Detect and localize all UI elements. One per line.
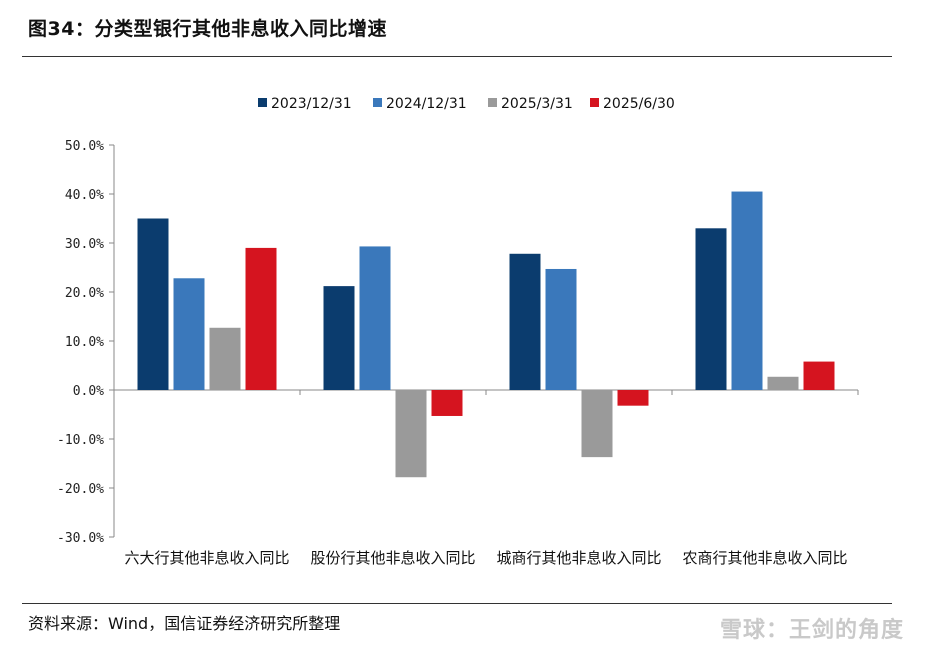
- legend-label: 2023/12/31: [271, 96, 352, 112]
- y-tick-label: 10.0%: [65, 335, 104, 350]
- bar-2025-6-30-1: [431, 390, 463, 416]
- bar-2024-12-31-1: [359, 246, 391, 390]
- legend-label: 2025/3/31: [501, 96, 573, 112]
- bar-2025-6-30-3: [803, 361, 835, 390]
- x-category-label: 农商行其他非息收入同比: [682, 549, 847, 567]
- title-divider: [22, 56, 892, 57]
- y-tick-label: -20.0%: [57, 482, 104, 497]
- bar-2023-12-31-2: [509, 253, 541, 390]
- y-tick-label: 30.0%: [65, 237, 104, 252]
- x-category-label: 六大行其他非息收入同比: [124, 549, 289, 567]
- bar-2025-3-31-1: [395, 390, 427, 478]
- y-tick-label: 0.0%: [73, 384, 104, 399]
- x-category-label: 股份行其他非息收入同比: [310, 549, 475, 567]
- watermark: 雪球：王剑的角度: [719, 618, 904, 643]
- footer-divider: [22, 603, 892, 604]
- bar-2023-12-31-0: [137, 218, 169, 390]
- legend-label: 2025/6/30: [603, 96, 675, 112]
- legend-label: 2024/12/31: [386, 96, 467, 112]
- y-tick-label: 40.0%: [65, 188, 104, 203]
- legend-swatch: [590, 98, 599, 107]
- source-note: 资料来源：Wind，国信证券经济研究所整理: [28, 614, 341, 633]
- bar-2025-3-31-0: [209, 327, 241, 390]
- bar-2025-6-30-2: [617, 390, 649, 406]
- legend-swatch: [258, 98, 267, 107]
- chart-title: 图34：分类型银行其他非息收入同比增速: [28, 18, 387, 40]
- legend-swatch: [373, 98, 382, 107]
- y-tick-label: 20.0%: [65, 286, 104, 301]
- bar-2024-12-31-0: [173, 278, 205, 390]
- x-category-label: 城商行其他非息收入同比: [496, 549, 661, 567]
- bar-2023-12-31-1: [323, 286, 355, 390]
- bar-2023-12-31-3: [695, 228, 727, 390]
- legend-swatch: [488, 98, 497, 107]
- bar-2025-3-31-3: [767, 376, 799, 390]
- bar-2025-6-30-0: [245, 247, 277, 390]
- y-tick-label: -30.0%: [57, 531, 104, 546]
- y-tick-label: -10.0%: [57, 433, 104, 448]
- y-tick-label: 50.0%: [65, 139, 104, 154]
- bar-2025-3-31-2: [581, 390, 613, 458]
- bar-2024-12-31-2: [545, 268, 577, 390]
- bar-2024-12-31-3: [731, 191, 763, 390]
